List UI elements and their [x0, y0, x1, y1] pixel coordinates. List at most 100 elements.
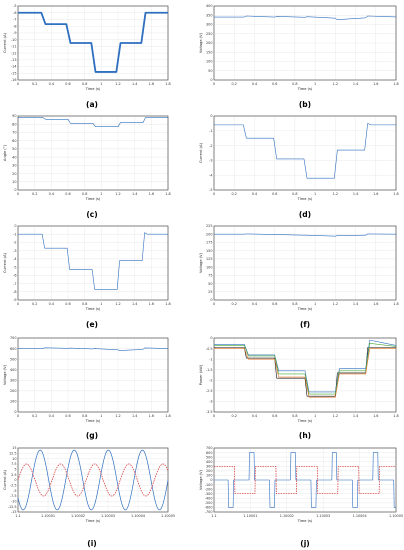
panel-caption: (a) — [86, 100, 98, 109]
y-tick-label: 100 — [10, 400, 16, 404]
chart-panel-9: 1.1 1.10001 1.10002 1.10003 1.10004 1.10005 15… — [3, 446, 175, 548]
y-tick-label: 175 — [206, 241, 212, 245]
y-tick-label: -4 — [13, 257, 16, 261]
y-tick-label: 300 — [206, 23, 212, 27]
y-axis-label: Voltage (V) — [199, 469, 203, 489]
y-tick-label: 150 — [206, 249, 212, 253]
x-tick-label: 0.6 — [65, 192, 70, 196]
x-tick-label: 1.8 — [165, 302, 170, 306]
chart-panel-6: 0 0.2 0.4 0.6 0.8 1 1.2 1.4 1.6 1.8 0 25 50 75 100 125 1… — [199, 224, 399, 329]
y-tick-label: -700 — [205, 510, 213, 514]
y-tick-label: -1.5 — [206, 368, 213, 372]
chart-panel-10: 1.1 1.10001 1.10002 1.10003 1.10004 1.10005 70… — [199, 446, 403, 548]
x-axis-label: Time (s) — [297, 197, 313, 201]
y-tick-label: -600 — [205, 506, 213, 510]
plot-area — [17, 225, 169, 301]
y-tick-label: 0 — [210, 298, 212, 302]
y-tick-label: 0 — [210, 336, 212, 340]
y-tick-label: 50 — [208, 282, 212, 286]
x-tick-label: 0.4 — [252, 414, 257, 418]
x-tick-label: 1 — [314, 414, 316, 418]
panel-caption: (h) — [299, 431, 311, 440]
x-tick-label: 1 — [100, 302, 102, 306]
series-line-orange — [214, 348, 396, 398]
panel-caption: (e) — [86, 320, 98, 329]
x-tick-label: 0.2 — [232, 302, 237, 306]
y-tick-label: -12.5 — [8, 505, 17, 509]
series-line-blue — [214, 233, 397, 237]
y-tick-label: 400 — [206, 4, 212, 8]
panel-caption: (d) — [299, 210, 311, 219]
x-tick-label: 1.2 — [333, 414, 338, 418]
x-tick-label: 1.10003 — [316, 514, 330, 518]
series-line-blue — [18, 117, 168, 127]
y-tick-label: -2.5 — [206, 389, 213, 393]
x-tick-label: 0.2 — [232, 192, 237, 196]
y-tick-label: 0 — [210, 78, 212, 82]
y-axis-label: Voltage (V) — [199, 252, 203, 272]
y-tick-label: 500 — [10, 357, 16, 361]
x-tick-label: 1 — [100, 82, 102, 86]
x-tick-label: 0.8 — [82, 414, 87, 418]
x-tick-label: 1.4 — [353, 82, 358, 86]
y-tick-label: -100 — [205, 483, 213, 487]
x-tick-label: 1.10002 — [71, 514, 85, 518]
y-tick-label: 200 — [206, 232, 212, 236]
series-line-blue — [214, 452, 396, 508]
x-tick-label: 1.10001 — [243, 514, 257, 518]
y-tick-label: -7 — [13, 282, 16, 286]
x-tick-label: 1 — [100, 414, 102, 418]
y-tick-label: 0 — [210, 114, 212, 118]
y-tick-label: -5 — [13, 265, 16, 269]
y-tick-label: 600 — [206, 451, 212, 455]
x-tick-label: 0.8 — [82, 192, 87, 196]
y-tick-label: 500 — [206, 455, 212, 459]
x-tick-label: 0 — [17, 82, 19, 86]
x-tick-label: 0.2 — [32, 82, 37, 86]
y-tick-label: 400 — [206, 460, 212, 464]
y-axis-label: Current (A) — [3, 32, 7, 53]
x-tick-label: 0.8 — [82, 82, 87, 86]
y-tick-label: 300 — [206, 464, 212, 468]
y-axis-label: Current (A) — [3, 469, 7, 490]
y-tick-label: -8 — [13, 24, 16, 28]
x-tick-label: 1.8 — [393, 414, 398, 418]
y-tick-label: -13 — [11, 58, 17, 62]
chart-panel-5: 0 0.2 0.4 0.6 0.8 1 1.2 1.4 1.6 1.8 0 -1 -2 -3 -4 -5 -6 -… — [3, 224, 171, 329]
x-tick-label: 0.4 — [49, 82, 54, 86]
plot-area — [213, 115, 397, 191]
series-line-green — [214, 342, 397, 395]
x-tick-label: 1.4 — [353, 192, 358, 196]
series-line-red — [17, 463, 169, 497]
x-tick-label: 0.2 — [32, 414, 37, 418]
panel-caption: (f) — [300, 320, 310, 329]
x-tick-label: 1.2 — [115, 414, 120, 418]
x-tick-label: 0.4 — [252, 82, 257, 86]
x-tick-label: 1.10003 — [101, 514, 115, 518]
y-tick-label: 50 — [208, 69, 212, 73]
x-tick-label: 0.6 — [272, 192, 277, 196]
y-tick-label: 0 — [14, 188, 16, 192]
x-tick-label: 0.2 — [32, 192, 37, 196]
y-tick-label: 250 — [206, 32, 212, 36]
x-axis-label: Time (s) — [85, 519, 101, 523]
x-tick-label: 1.4 — [353, 414, 358, 418]
y-tick-label: -1 — [13, 232, 16, 236]
y-tick-label: 150 — [206, 50, 212, 54]
x-axis-label: Time (s) — [297, 87, 313, 91]
chart-panel-7: 0 0.2 0.4 0.6 0.8 1 1.2 1.4 1.6 1.8 0 100 200 300 400 5… — [3, 336, 171, 440]
x-tick-label: 0.8 — [292, 82, 297, 86]
plot-frame — [17, 225, 169, 301]
x-tick-label: 1.6 — [373, 82, 378, 86]
y-axis-label: Power (kW) — [199, 364, 203, 385]
y-tick-label: 25 — [208, 290, 212, 294]
x-tick-label: 1 — [314, 302, 316, 306]
x-tick-label: 1.8 — [165, 414, 170, 418]
x-tick-label: 1.8 — [165, 82, 170, 86]
y-tick-label: -5 — [209, 188, 212, 192]
y-tick-label: 30 — [12, 164, 16, 168]
plot-area — [213, 225, 397, 301]
y-tick-label: -5 — [13, 4, 16, 8]
y-tick-label: -10 — [11, 38, 17, 42]
x-tick-label: 1.6 — [373, 414, 378, 418]
